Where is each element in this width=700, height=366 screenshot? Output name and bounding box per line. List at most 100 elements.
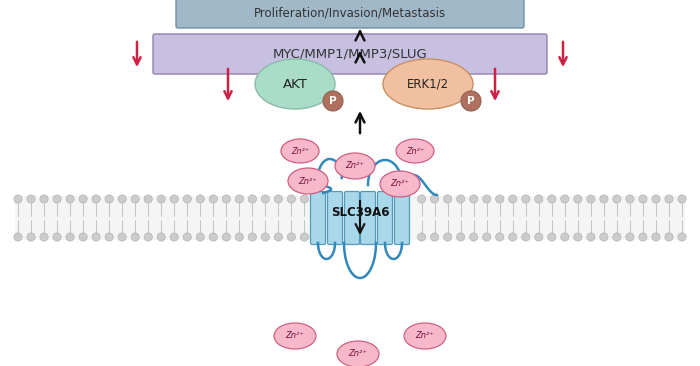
- Circle shape: [300, 233, 309, 241]
- Circle shape: [170, 233, 178, 241]
- Circle shape: [430, 195, 439, 203]
- Circle shape: [522, 195, 530, 203]
- Ellipse shape: [288, 168, 328, 194]
- Circle shape: [14, 233, 22, 241]
- FancyBboxPatch shape: [176, 0, 524, 28]
- Circle shape: [27, 233, 35, 241]
- Circle shape: [14, 195, 22, 203]
- FancyBboxPatch shape: [153, 34, 547, 74]
- Text: MYC/MMP1/MMP3/SLUG: MYC/MMP1/MMP3/SLUG: [272, 48, 428, 60]
- Circle shape: [612, 195, 621, 203]
- Circle shape: [587, 233, 595, 241]
- Circle shape: [509, 233, 517, 241]
- Circle shape: [600, 233, 608, 241]
- Circle shape: [274, 233, 283, 241]
- Bar: [15, 196, 685, 240]
- Ellipse shape: [404, 323, 446, 349]
- Circle shape: [118, 233, 126, 241]
- Ellipse shape: [323, 91, 343, 111]
- Circle shape: [561, 195, 569, 203]
- Ellipse shape: [255, 59, 335, 109]
- FancyBboxPatch shape: [377, 191, 393, 244]
- Circle shape: [652, 195, 660, 203]
- Text: Proliferation/Invasion/Metastasis: Proliferation/Invasion/Metastasis: [254, 7, 446, 19]
- Circle shape: [612, 233, 621, 241]
- Circle shape: [547, 233, 556, 241]
- Circle shape: [118, 195, 126, 203]
- Text: Zn²⁺: Zn²⁺: [391, 179, 409, 188]
- Circle shape: [287, 233, 295, 241]
- Circle shape: [574, 195, 582, 203]
- Circle shape: [209, 233, 218, 241]
- Circle shape: [470, 195, 478, 203]
- Ellipse shape: [337, 341, 379, 366]
- Circle shape: [27, 195, 35, 203]
- FancyBboxPatch shape: [395, 191, 409, 244]
- Text: Zn²⁺: Zn²⁺: [299, 176, 317, 186]
- Circle shape: [131, 233, 139, 241]
- Circle shape: [456, 233, 465, 241]
- Circle shape: [235, 233, 244, 241]
- Circle shape: [235, 195, 244, 203]
- Text: ERK1/2: ERK1/2: [407, 78, 449, 90]
- Circle shape: [600, 195, 608, 203]
- Circle shape: [79, 195, 88, 203]
- Text: P: P: [329, 96, 337, 106]
- Circle shape: [79, 233, 88, 241]
- Ellipse shape: [274, 323, 316, 349]
- Text: Zn²⁺: Zn²⁺: [291, 146, 309, 156]
- FancyBboxPatch shape: [344, 191, 360, 244]
- Circle shape: [417, 195, 426, 203]
- Text: AKT: AKT: [283, 78, 307, 90]
- Ellipse shape: [335, 153, 375, 179]
- Circle shape: [66, 233, 74, 241]
- Circle shape: [561, 233, 569, 241]
- Circle shape: [183, 195, 191, 203]
- Circle shape: [92, 233, 100, 241]
- Circle shape: [678, 233, 686, 241]
- Circle shape: [547, 195, 556, 203]
- FancyBboxPatch shape: [360, 191, 375, 244]
- Circle shape: [209, 195, 218, 203]
- Circle shape: [665, 195, 673, 203]
- Circle shape: [196, 233, 204, 241]
- Circle shape: [144, 233, 153, 241]
- Circle shape: [170, 195, 178, 203]
- Text: SLC39A6: SLC39A6: [330, 205, 389, 219]
- Text: Zn²⁺: Zn²⁺: [346, 161, 365, 171]
- Circle shape: [261, 195, 270, 203]
- Circle shape: [105, 233, 113, 241]
- Ellipse shape: [380, 171, 420, 197]
- Circle shape: [482, 233, 491, 241]
- Circle shape: [40, 195, 48, 203]
- Circle shape: [678, 195, 686, 203]
- Circle shape: [444, 195, 452, 203]
- Circle shape: [470, 233, 478, 241]
- Circle shape: [626, 195, 634, 203]
- Circle shape: [456, 195, 465, 203]
- Circle shape: [430, 233, 439, 241]
- Circle shape: [639, 195, 647, 203]
- Circle shape: [248, 233, 256, 241]
- Circle shape: [300, 195, 309, 203]
- Ellipse shape: [383, 59, 473, 109]
- Ellipse shape: [396, 139, 434, 163]
- Circle shape: [496, 233, 504, 241]
- Circle shape: [131, 195, 139, 203]
- Text: Zn²⁺: Zn²⁺: [416, 332, 435, 340]
- FancyBboxPatch shape: [328, 191, 342, 244]
- Circle shape: [444, 233, 452, 241]
- Circle shape: [66, 195, 74, 203]
- Ellipse shape: [281, 139, 319, 163]
- FancyBboxPatch shape: [311, 191, 326, 244]
- Circle shape: [274, 195, 283, 203]
- Circle shape: [535, 233, 543, 241]
- Text: Zn²⁺: Zn²⁺: [349, 350, 368, 359]
- Circle shape: [157, 233, 165, 241]
- Circle shape: [639, 233, 647, 241]
- Circle shape: [509, 195, 517, 203]
- Text: P: P: [467, 96, 475, 106]
- Text: Zn²⁺: Zn²⁺: [286, 332, 304, 340]
- Circle shape: [535, 195, 543, 203]
- Circle shape: [222, 233, 230, 241]
